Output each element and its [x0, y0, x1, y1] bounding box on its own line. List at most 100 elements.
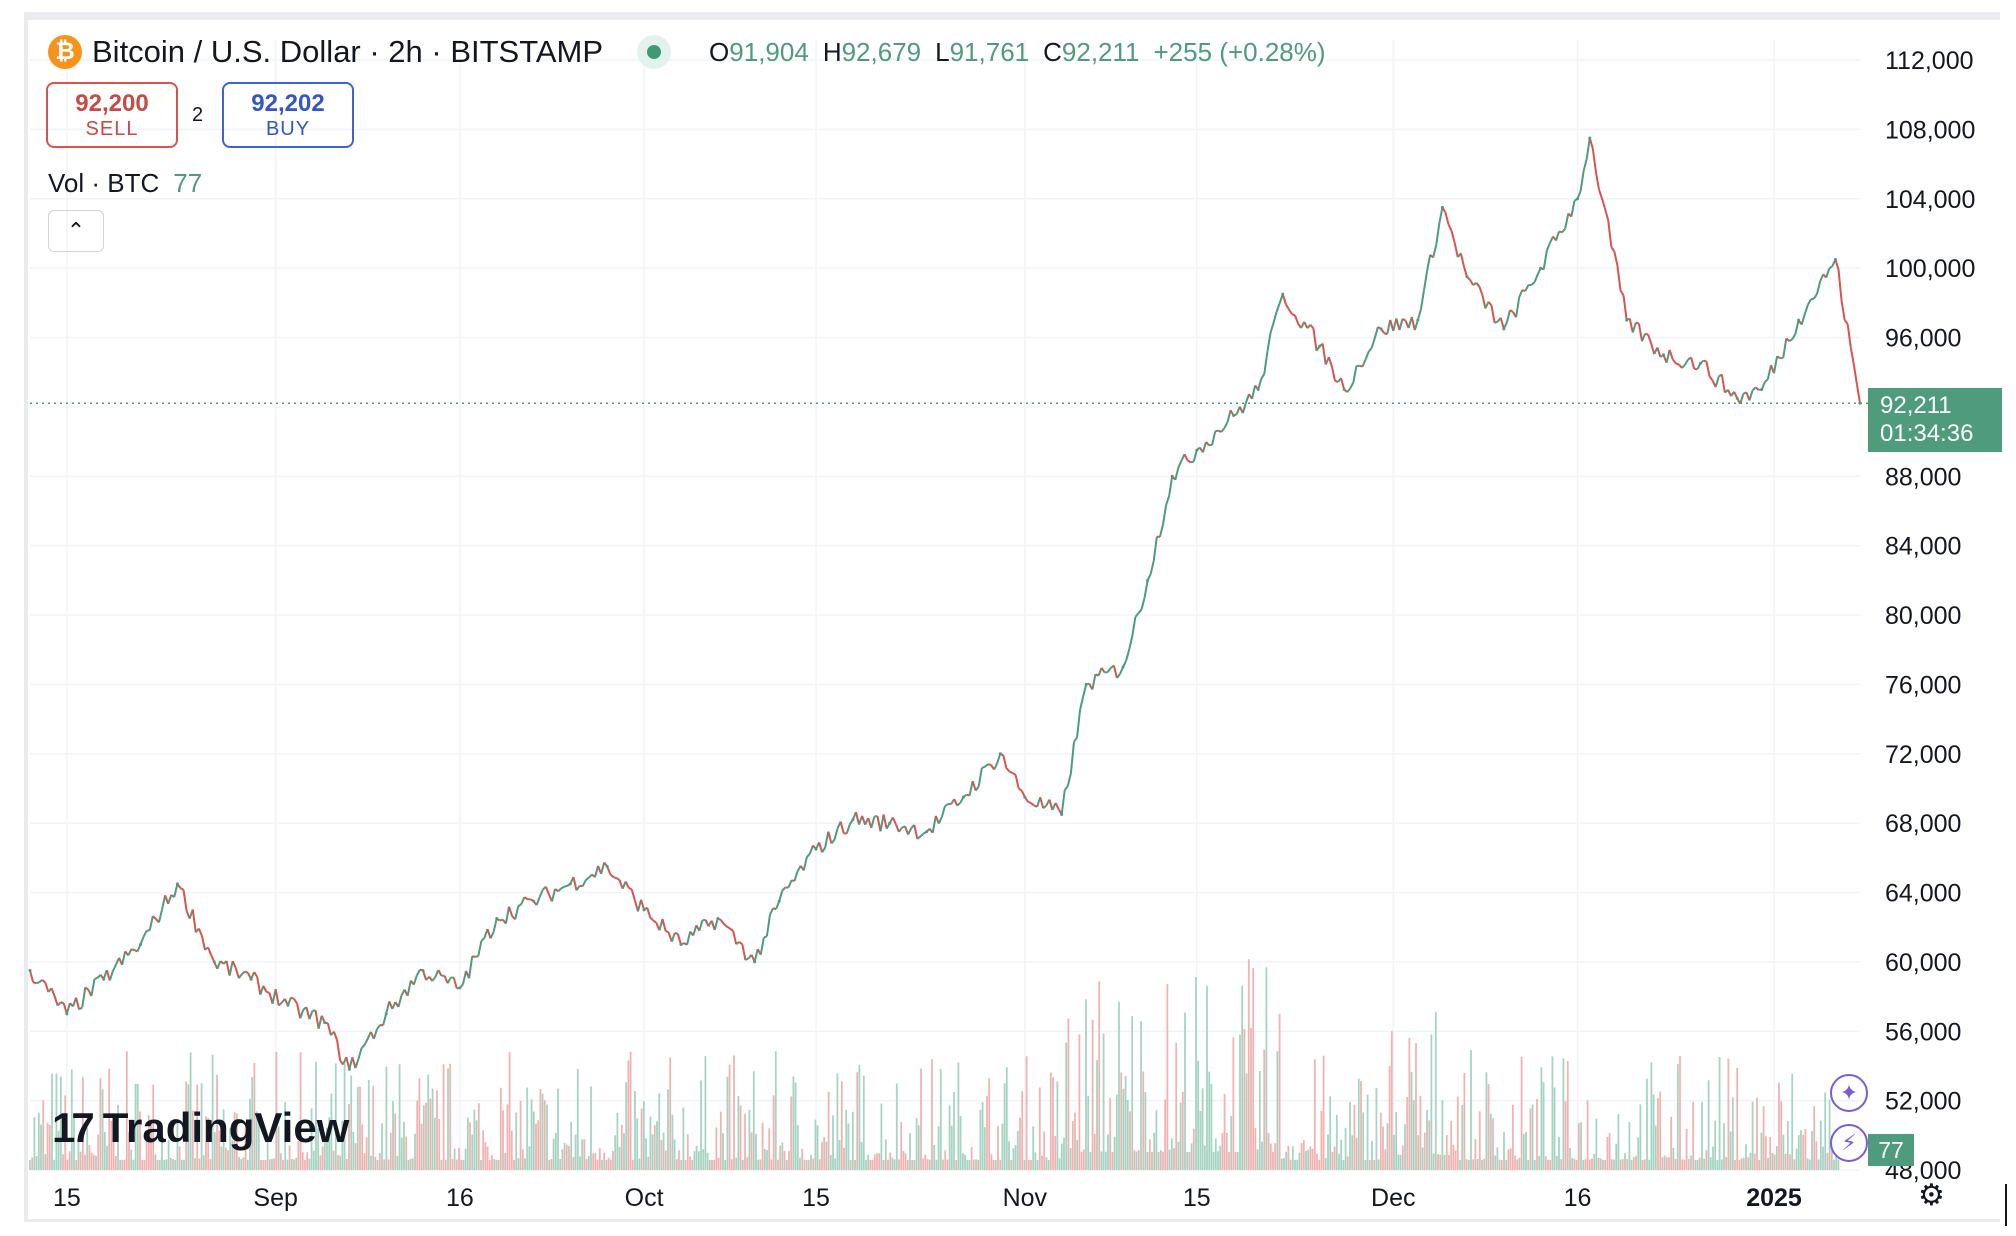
price-segment — [1030, 802, 1035, 807]
price-segment — [363, 1038, 369, 1046]
sell-button[interactable]: 92,200 SELL — [46, 82, 178, 148]
price-segment — [640, 899, 646, 911]
price-segment — [1027, 800, 1032, 804]
price-segment — [326, 1023, 332, 1036]
price-segment — [1014, 774, 1020, 789]
price-segment — [609, 873, 615, 878]
price-segment — [1494, 320, 1499, 324]
price-segment — [1545, 242, 1551, 252]
y-tick-label: 72,000 — [1885, 741, 1961, 769]
price-segment — [1359, 364, 1363, 368]
price-segment — [1521, 289, 1526, 292]
price-segment — [993, 762, 999, 770]
price-point — [175, 882, 179, 886]
price-segment — [1622, 295, 1628, 321]
price-point — [568, 882, 572, 886]
price-segment — [1849, 347, 1855, 365]
price-segment — [1005, 767, 1011, 773]
price-segment — [1183, 453, 1189, 461]
price-segment — [1426, 254, 1432, 272]
price-segment — [1582, 158, 1588, 172]
price-segment — [585, 876, 590, 881]
price-segment — [1082, 684, 1088, 697]
price-segment — [32, 981, 37, 985]
sparkle-icon[interactable]: ✦ — [1830, 1074, 1868, 1112]
lightning-icon[interactable]: ⚡ — [1830, 1124, 1868, 1162]
price-segment — [1321, 343, 1327, 365]
price-segment — [333, 1031, 338, 1041]
price-segment — [1438, 207, 1444, 224]
price-segment — [348, 1057, 354, 1070]
price-segment — [652, 919, 657, 924]
price-segment — [41, 979, 47, 984]
price-segment — [898, 826, 903, 833]
tradingview-wordmark: TradingView — [102, 1104, 350, 1151]
tradingview-mark: 17 — [52, 1104, 95, 1151]
price-segment — [833, 828, 839, 840]
price-segment — [551, 888, 557, 902]
price-segment — [1647, 334, 1653, 345]
price-segment — [772, 907, 777, 911]
volume-legend[interactable]: Vol · BTC 77 — [48, 168, 202, 199]
price-segment — [1690, 357, 1696, 370]
price-segment — [336, 1039, 342, 1061]
price-segment — [1444, 212, 1450, 225]
price-segment — [984, 763, 989, 768]
gear-icon[interactable]: ⚙ — [1918, 1179, 1945, 1212]
price-segment — [1459, 253, 1465, 267]
price-segment — [649, 916, 655, 922]
price-segment — [1846, 324, 1852, 348]
price-segment — [1177, 460, 1183, 469]
price-point — [1084, 682, 1088, 686]
volume-label: Vol · BTC — [48, 168, 160, 198]
price-segment — [345, 1056, 351, 1070]
price-segment — [1773, 356, 1779, 374]
price-segment — [1272, 311, 1278, 324]
price-segment — [1140, 597, 1146, 610]
price-segment — [225, 960, 231, 976]
price-segment — [397, 995, 403, 1008]
price-point — [102, 977, 106, 981]
price-segment — [738, 941, 743, 946]
price-segment — [1561, 227, 1567, 233]
price-segment — [1803, 304, 1809, 315]
buy-button[interactable]: 92,202 BUY — [222, 82, 354, 148]
price-segment — [818, 842, 824, 853]
price-segment — [1330, 366, 1336, 381]
price-segment — [1334, 379, 1339, 383]
price-segment — [1788, 338, 1793, 342]
price-segment — [692, 924, 698, 936]
price-segment — [1816, 281, 1822, 295]
price-segment — [554, 888, 559, 893]
price-segment — [968, 780, 974, 796]
price-segment — [1524, 284, 1530, 292]
price-segment — [628, 886, 633, 891]
price-segment — [1303, 321, 1309, 329]
price-segment — [1288, 308, 1293, 315]
price-segment — [769, 907, 774, 916]
price-segment — [1484, 301, 1490, 309]
price-segment — [38, 979, 43, 984]
price-segment — [1542, 250, 1548, 270]
collapse-legend-button[interactable]: ⌃ — [48, 210, 104, 252]
price-point — [925, 830, 929, 834]
price-segment — [793, 870, 799, 882]
price-segment — [735, 941, 740, 945]
price-segment — [1063, 785, 1069, 791]
price-segment — [1398, 318, 1404, 331]
price-point — [1465, 275, 1469, 279]
spread-value: 2 — [192, 104, 204, 126]
price-segment — [1137, 608, 1143, 614]
tradingview-logo[interactable]: 17 TradingView — [52, 1104, 349, 1152]
x-tick-label: 15 — [53, 1184, 81, 1212]
price-segment — [1487, 301, 1493, 307]
x-tick-label: Nov — [1003, 1184, 1048, 1212]
price-segment — [152, 915, 157, 920]
price-segment — [1469, 279, 1474, 286]
price-segment — [1720, 374, 1726, 393]
symbol-title[interactable]: Bitcoin / U.S. Dollar · 2h · BITSTAMP — [92, 34, 604, 69]
price-segment — [256, 976, 262, 995]
price-segment — [1395, 318, 1401, 331]
price-point — [753, 960, 757, 964]
